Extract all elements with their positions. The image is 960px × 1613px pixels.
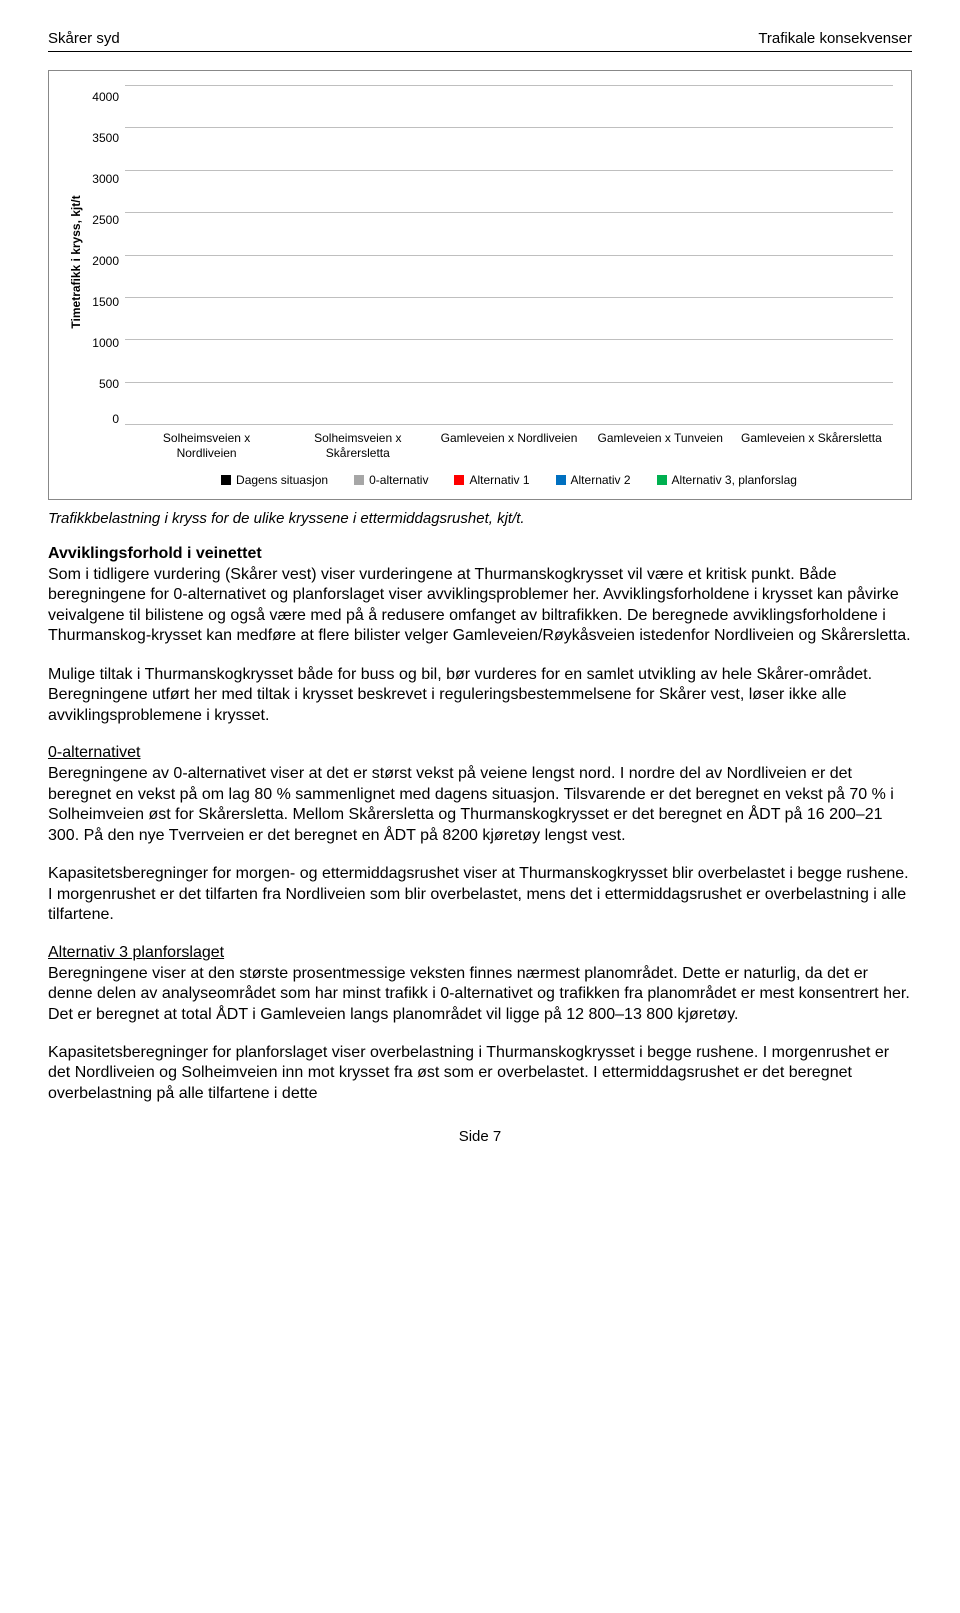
para-alt3-2: Kapasitetsberegninger for planforslaget … [48, 1043, 912, 1104]
ytick-label: 3500 [92, 132, 119, 144]
header-right: Trafikale konsekvenser [758, 30, 912, 47]
para-alt0-2: Kapasitetsberegninger for morgen- og ett… [48, 864, 912, 925]
gridline [125, 255, 893, 256]
chart-legend: Dagens situasjon 0-alternativ Alternativ 1… [125, 473, 893, 487]
legend-swatch [221, 475, 231, 485]
legend-label: Alternativ 3, planforslag [672, 473, 797, 487]
gridline [125, 339, 893, 340]
header-left: Skårer syd [48, 30, 120, 47]
chart-xlabels: Solheimsveien x NordliveienSolheimsveien… [125, 425, 893, 461]
chart-yticks: 4000 3500 3000 2500 2000 1500 1000 500 0 [85, 85, 125, 425]
legend-swatch [657, 475, 667, 485]
ytick-label: 2500 [92, 214, 119, 226]
legend-label: 0-alternativ [369, 473, 428, 487]
legend-item: Alternativ 3, planforslag [657, 473, 797, 487]
chart-container: Timetrafikk i kryss, kjt/t 4000 3500 3000 2… [48, 70, 912, 500]
legend-swatch [354, 475, 364, 485]
para-avv-1: Som i tidligere vurdering (Skårer vest) … [48, 565, 912, 647]
chart-caption: Trafikkbelastning i kryss for de ulike k… [48, 510, 912, 527]
legend-swatch [556, 475, 566, 485]
legend-item: Alternativ 2 [556, 473, 631, 487]
para-alt3-1: Beregningene viser at den største prosen… [48, 964, 912, 1025]
gridline [125, 85, 893, 86]
ytick-label: 0 [112, 413, 119, 425]
chart-plot [125, 85, 893, 425]
gridline [125, 170, 893, 171]
xlabel: Solheimsveien x Skårersletta [282, 431, 433, 461]
ytick-label: 3000 [92, 173, 119, 185]
legend-label: Dagens situasjon [236, 473, 328, 487]
legend-item: 0-alternativ [354, 473, 428, 487]
gridline [125, 382, 893, 383]
xlabel: Gamleveien x Skårersletta [736, 431, 887, 461]
legend-label: Alternativ 1 [469, 473, 529, 487]
xlabel: Gamleveien x Tunveien [585, 431, 736, 461]
para-avv-2: Mulige tiltak i Thurmanskogkrysset både … [48, 665, 912, 726]
ytick-label: 2000 [92, 255, 119, 267]
page-header: Skårer syd Trafikale konsekvenser [48, 30, 912, 47]
legend-item: Dagens situasjon [221, 473, 328, 487]
ytick-label: 1000 [92, 337, 119, 349]
gridline [125, 127, 893, 128]
section-title-avv: Avviklingsforhold i veinettet [48, 545, 912, 563]
legend-label: Alternativ 2 [571, 473, 631, 487]
ytick-label: 4000 [92, 91, 119, 103]
gridline [125, 297, 893, 298]
xlabel: Gamleveien x Nordliveien [433, 431, 584, 461]
ytick-label: 500 [99, 378, 119, 390]
gridline [125, 424, 893, 425]
section-title-alt0: 0-alternativet [48, 744, 912, 762]
page-footer: Side 7 [48, 1128, 912, 1145]
gridline [125, 212, 893, 213]
legend-item: Alternativ 1 [454, 473, 529, 487]
xlabel: Solheimsveien x Nordliveien [131, 431, 282, 461]
legend-swatch [454, 475, 464, 485]
para-alt0-1: Beregningene av 0-alternativet viser at … [48, 764, 912, 846]
section-title-alt3: Alternativ 3 planforslaget [48, 944, 912, 962]
header-rule [48, 51, 912, 52]
chart-ylabel: Timetrafikk i kryss, kjt/t [69, 107, 83, 417]
ytick-label: 1500 [92, 296, 119, 308]
